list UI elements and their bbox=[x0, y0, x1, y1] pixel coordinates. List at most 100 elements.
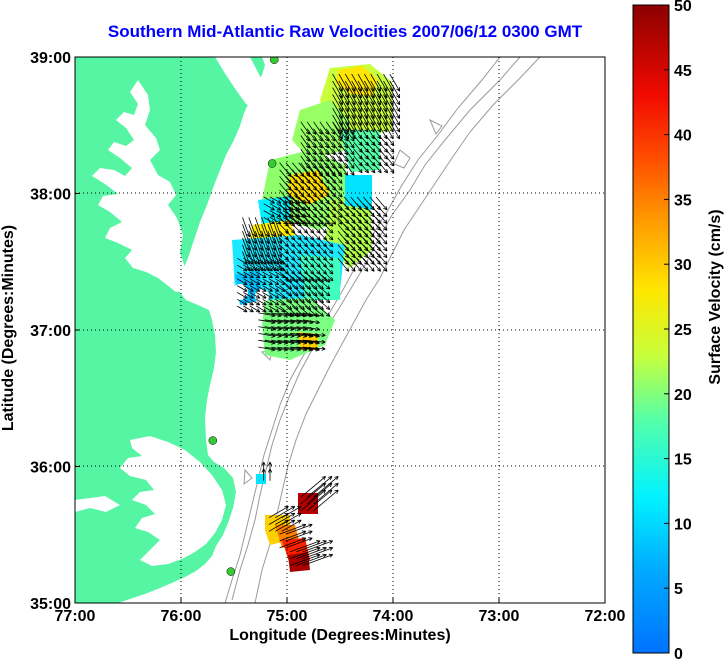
y-axis: 39:00 38:00 37:00 36:00 35:00 bbox=[30, 50, 80, 613]
velocity-arrow bbox=[268, 285, 280, 292]
velocity-arrow bbox=[249, 278, 261, 285]
velocity-arrow bbox=[344, 135, 355, 149]
velocity-arrow bbox=[268, 298, 280, 306]
velocity-arrow bbox=[378, 162, 389, 174]
velocity-arrow bbox=[317, 285, 331, 297]
velocity-arrow bbox=[357, 114, 369, 133]
figure-title: Southern Mid-Atlantic Raw Velocities 200… bbox=[0, 22, 724, 42]
delaware-bay bbox=[215, 57, 265, 110]
velocity-arrow bbox=[366, 162, 376, 174]
velocity-arrow bbox=[323, 223, 334, 234]
velocity-arrow bbox=[383, 114, 394, 133]
velocity-arrow bbox=[344, 121, 355, 135]
chesapeake-bay bbox=[92, 80, 192, 292]
velocity-arrow bbox=[375, 237, 388, 252]
velocity-arrow bbox=[302, 332, 326, 338]
velocity-arrow bbox=[256, 278, 267, 285]
velocity-arrow bbox=[370, 114, 381, 133]
velocity-arrow bbox=[343, 258, 356, 272]
x-axis: 77:00 76:00 75:00 74:00 73:00 72:00 bbox=[55, 598, 626, 625]
velocity-arrow bbox=[317, 298, 331, 310]
x-tick-label: 73:00 bbox=[479, 608, 520, 625]
radar-stations bbox=[208, 57, 279, 576]
y-tick-label: 38:00 bbox=[30, 187, 71, 204]
velocity-arrow bbox=[243, 305, 254, 313]
velocity-arrow bbox=[323, 251, 334, 261]
velocity-arrow bbox=[243, 292, 254, 299]
velocity-arrow bbox=[268, 292, 280, 299]
velocity-arrow bbox=[306, 476, 333, 498]
velocity-arrow bbox=[302, 312, 320, 318]
velocity-arrow bbox=[323, 258, 334, 268]
velocity-arrow bbox=[256, 264, 267, 272]
velocity-arrow bbox=[243, 278, 254, 285]
velocity-arrow bbox=[268, 305, 280, 313]
velocity-arrow bbox=[323, 230, 334, 241]
velocity-arrow bbox=[263, 203, 275, 211]
colorbar-tick-label: 20 bbox=[674, 387, 692, 404]
velocity-arrow bbox=[290, 540, 321, 553]
velocity-arrow bbox=[282, 210, 295, 218]
velocity-arrow bbox=[369, 258, 381, 272]
velocity-arrow bbox=[275, 506, 296, 519]
rivers-south bbox=[75, 496, 120, 512]
velocity-arrow bbox=[288, 203, 301, 211]
velocity-arrow bbox=[351, 114, 362, 133]
velocity-arrow bbox=[323, 217, 334, 227]
velocity-arrow bbox=[317, 292, 331, 304]
velocity-arrow bbox=[262, 285, 273, 292]
velocity-arrow bbox=[282, 196, 295, 204]
velocity-arrow bbox=[281, 519, 302, 532]
velocity-arrow bbox=[295, 203, 307, 211]
velocity-arrow bbox=[268, 257, 280, 265]
x-tick-label: 74:00 bbox=[373, 608, 414, 625]
velocity-arrow bbox=[295, 210, 307, 218]
velocity-arrow bbox=[313, 489, 339, 512]
velocity-arrow bbox=[279, 523, 307, 535]
velocity-arrow bbox=[256, 298, 267, 306]
velocity-arrow bbox=[302, 540, 334, 553]
velocity-arrow bbox=[236, 278, 248, 285]
velocity-arrow bbox=[389, 114, 401, 133]
y-axis-label: Latitude (Degrees:Minutes) bbox=[0, 225, 17, 431]
colorbar-tick-label: 25 bbox=[674, 322, 692, 339]
radar-station-marker bbox=[226, 567, 236, 576]
velocity-arrow bbox=[302, 319, 320, 325]
velocity-arrow bbox=[243, 257, 254, 265]
y-tick-label: 37:00 bbox=[30, 323, 71, 340]
velocity-arrow bbox=[313, 482, 339, 505]
velocity-arrow bbox=[249, 271, 261, 279]
velocity-arrow bbox=[344, 128, 355, 142]
velocity-arrow bbox=[237, 271, 248, 279]
x-axis-label: Longitude (Degrees:Minutes) bbox=[229, 627, 450, 644]
velocity-arrow bbox=[330, 162, 343, 178]
velocity-arrow bbox=[249, 264, 261, 272]
velocity-arrow bbox=[362, 258, 375, 272]
velocity-arrow bbox=[372, 162, 382, 174]
colorbar-tick-label: 5 bbox=[674, 581, 683, 598]
velocity-arrow bbox=[256, 285, 267, 292]
velocity-arrow bbox=[330, 183, 343, 198]
velocity-arrow bbox=[275, 257, 286, 265]
x-tick-label: 75:00 bbox=[267, 608, 308, 625]
velocity-arrow bbox=[288, 196, 301, 204]
velocity-arrow bbox=[275, 512, 296, 525]
velocity-arrow bbox=[344, 142, 355, 156]
velocity-arrow bbox=[262, 278, 273, 285]
x-tick-label: 72:00 bbox=[585, 608, 626, 625]
velocity-arrow bbox=[237, 292, 248, 299]
velocity-arrow bbox=[243, 264, 254, 272]
colorbar-tick-label: 10 bbox=[674, 516, 692, 533]
velocity-arrow bbox=[383, 121, 394, 140]
velocity-arrow bbox=[285, 530, 313, 542]
velocity-arrow bbox=[290, 546, 321, 559]
velocity-arrow bbox=[375, 203, 388, 218]
colorbar-tick-label: 45 bbox=[674, 63, 692, 80]
velocity-arrow bbox=[323, 271, 334, 282]
velocity-arrow bbox=[300, 476, 326, 498]
velocity-arrow bbox=[249, 257, 261, 265]
radar-station-marker bbox=[267, 159, 277, 168]
y-tick-label: 35:00 bbox=[30, 596, 71, 613]
velocity-arrow bbox=[323, 237, 334, 248]
velocity-patch bbox=[256, 474, 266, 484]
